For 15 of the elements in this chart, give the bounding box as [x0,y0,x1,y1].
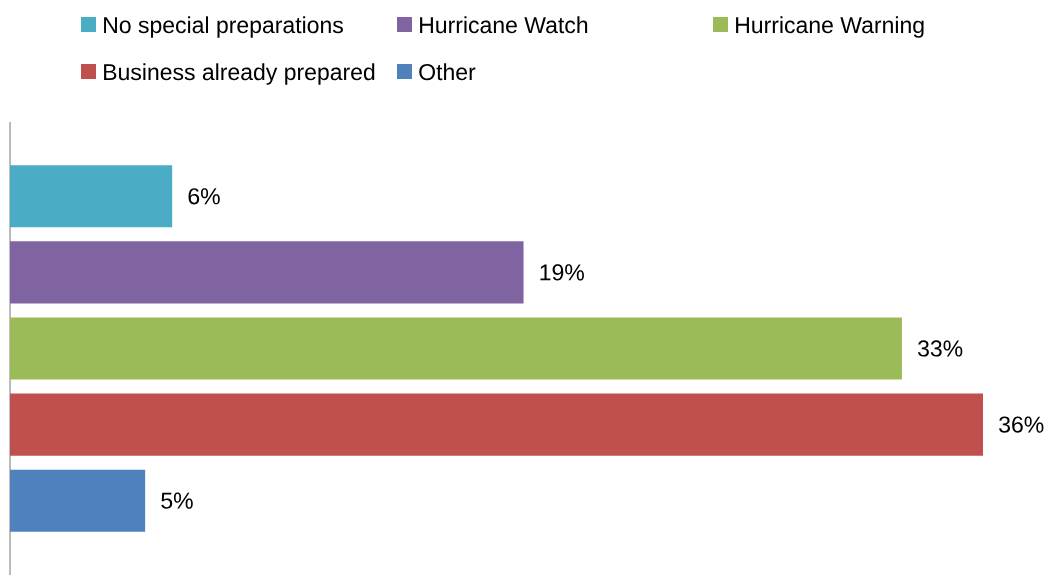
bar [10,393,983,456]
legend-label: Business already prepared [104,63,375,85]
legend-label: Hurricane Watch [420,16,588,34]
bar [10,241,524,304]
bar [10,165,173,228]
data-label: 36% [999,416,1044,433]
legend-label: Hurricane Warning [736,16,924,38]
bar [10,317,902,380]
legend-label: No special preparations [104,16,343,38]
data-label: 5% [161,492,193,509]
data-label: 33% [918,340,963,357]
data-label: 19% [540,264,584,281]
legend-label: Other [419,63,476,81]
bar [10,469,146,532]
data-label: 6% [188,188,220,205]
